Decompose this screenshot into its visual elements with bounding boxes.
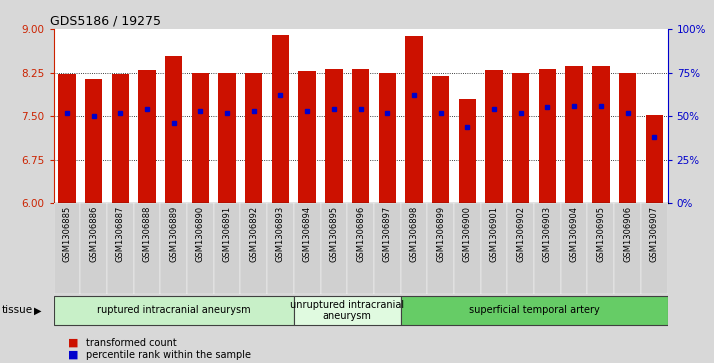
- Bar: [401, 295, 668, 325]
- Bar: [294, 203, 321, 294]
- Text: GSM1306887: GSM1306887: [116, 206, 125, 262]
- Text: GSM1306906: GSM1306906: [623, 206, 632, 262]
- Text: GSM1306892: GSM1306892: [249, 206, 258, 262]
- Text: GSM1306903: GSM1306903: [543, 206, 552, 262]
- Bar: [80, 203, 107, 294]
- Bar: [641, 203, 668, 294]
- Bar: [161, 203, 187, 294]
- Text: GSM1306901: GSM1306901: [490, 206, 498, 262]
- Bar: [54, 295, 294, 325]
- Text: percentile rank within the sample: percentile rank within the sample: [86, 350, 251, 360]
- Bar: [486, 70, 503, 203]
- Text: GSM1306885: GSM1306885: [62, 206, 71, 262]
- Bar: [165, 56, 182, 203]
- Bar: [458, 99, 476, 203]
- Bar: [539, 69, 556, 203]
- Bar: [107, 203, 134, 294]
- Text: GSM1306907: GSM1306907: [650, 206, 659, 262]
- Bar: [218, 73, 236, 203]
- Bar: [321, 203, 347, 294]
- Text: ruptured intracranial aneurysm: ruptured intracranial aneurysm: [97, 305, 251, 315]
- Bar: [427, 203, 454, 294]
- Text: transformed count: transformed count: [86, 338, 176, 348]
- Text: GSM1306905: GSM1306905: [596, 206, 605, 262]
- Bar: [565, 66, 583, 203]
- Bar: [85, 79, 102, 203]
- Text: tissue: tissue: [1, 305, 33, 315]
- Bar: [534, 203, 560, 294]
- Bar: [213, 203, 241, 294]
- Text: GSM1306896: GSM1306896: [356, 206, 365, 262]
- Text: GSM1306904: GSM1306904: [570, 206, 578, 262]
- Bar: [294, 295, 401, 325]
- Text: ▶: ▶: [34, 305, 42, 315]
- Bar: [241, 203, 267, 294]
- Bar: [325, 69, 343, 203]
- Text: GSM1306889: GSM1306889: [169, 206, 178, 262]
- Bar: [111, 74, 129, 203]
- Bar: [645, 115, 663, 203]
- Text: GSM1306894: GSM1306894: [303, 206, 312, 262]
- Bar: [139, 70, 156, 203]
- Text: GSM1306897: GSM1306897: [383, 206, 392, 262]
- Bar: [59, 74, 76, 203]
- Text: GSM1306895: GSM1306895: [329, 206, 338, 262]
- Text: GSM1306898: GSM1306898: [409, 206, 418, 262]
- Text: GSM1306886: GSM1306886: [89, 206, 98, 262]
- Text: GSM1306888: GSM1306888: [143, 206, 151, 262]
- Text: GSM1306902: GSM1306902: [516, 206, 526, 262]
- Bar: [187, 203, 213, 294]
- Text: ■: ■: [68, 338, 79, 348]
- Bar: [54, 203, 80, 294]
- Bar: [481, 203, 508, 294]
- Bar: [272, 35, 289, 203]
- Bar: [267, 203, 294, 294]
- Bar: [560, 203, 588, 294]
- Bar: [592, 66, 610, 203]
- Text: GSM1306893: GSM1306893: [276, 206, 285, 262]
- Bar: [378, 73, 396, 203]
- Bar: [508, 203, 534, 294]
- Text: GSM1306890: GSM1306890: [196, 206, 205, 262]
- Bar: [347, 203, 374, 294]
- Bar: [374, 203, 401, 294]
- Bar: [401, 203, 427, 294]
- Text: ■: ■: [68, 350, 79, 360]
- Bar: [134, 203, 161, 294]
- Bar: [406, 36, 423, 203]
- Bar: [352, 69, 369, 203]
- Bar: [298, 72, 316, 203]
- Bar: [614, 203, 641, 294]
- Text: superficial temporal artery: superficial temporal artery: [468, 305, 600, 315]
- Text: GDS5186 / 19275: GDS5186 / 19275: [51, 15, 161, 28]
- Text: GSM1306891: GSM1306891: [223, 206, 231, 262]
- Text: unruptured intracranial
aneurysm: unruptured intracranial aneurysm: [290, 299, 404, 321]
- Bar: [454, 203, 481, 294]
- Bar: [588, 203, 614, 294]
- Bar: [191, 73, 209, 203]
- Bar: [245, 73, 263, 203]
- Text: GSM1306899: GSM1306899: [436, 206, 445, 262]
- Bar: [432, 76, 449, 203]
- Bar: [619, 73, 636, 203]
- Bar: [512, 73, 529, 203]
- Text: GSM1306900: GSM1306900: [463, 206, 472, 262]
